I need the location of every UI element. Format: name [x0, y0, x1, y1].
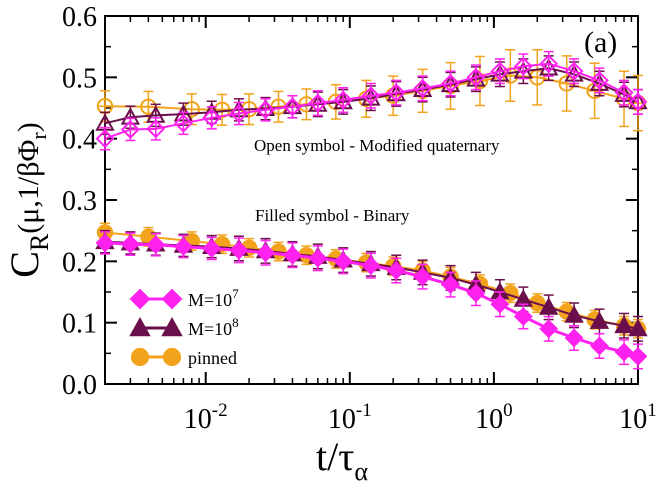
data-point: [490, 294, 510, 314]
data-point: [202, 108, 222, 128]
data-point: [256, 100, 275, 120]
data-point: [614, 83, 634, 103]
legend-marker: [161, 288, 183, 310]
data-point: [308, 93, 328, 113]
data-point: [539, 54, 559, 74]
legend-marker: [130, 347, 150, 367]
series-layer: [95, 48, 648, 370]
data-point: [628, 346, 648, 366]
y-tick-label: 0.3: [62, 186, 97, 217]
data-point: [173, 113, 193, 133]
legend-marker: [162, 347, 182, 367]
data-point: [539, 319, 559, 339]
series-line: [104, 240, 639, 330]
series-M7-quaternary: [95, 50, 648, 151]
y-tick-label: 0.6: [62, 2, 97, 33]
legend: M=107 M=108 pinned: [129, 286, 239, 368]
data-point: [283, 97, 302, 117]
data-point: [466, 283, 486, 303]
legend-item-M8: M=108: [129, 315, 239, 339]
legend-marker: [129, 288, 151, 310]
data-point: [413, 78, 433, 98]
data-point: [564, 61, 584, 81]
data-point: [628, 92, 648, 112]
legend-label: M=107: [188, 286, 239, 310]
data-point: [95, 233, 115, 253]
data-point: [173, 237, 193, 257]
data-point: [628, 318, 648, 337]
data-point: [386, 261, 406, 280]
data-point: [564, 305, 584, 323]
y-tick-label: 0.4: [62, 125, 97, 156]
data-point: [146, 235, 166, 255]
data-point: [229, 240, 249, 260]
data-point: [589, 311, 610, 329]
data-point: [564, 328, 584, 348]
y-axis-ticks: 0.0 0.1 0.2 0.3 0.4 0.5 0.6: [62, 2, 638, 401]
y-tick-label: 0.1: [62, 309, 97, 340]
data-point: [614, 315, 634, 334]
data-point: [283, 245, 302, 265]
legend-item-pinned: pinned: [130, 347, 237, 368]
data-point: [413, 267, 433, 287]
legend-label: M=108: [188, 315, 239, 339]
panel-label: (a): [584, 26, 617, 59]
x-tick-label: 101: [619, 400, 657, 435]
legend-marker: [161, 316, 183, 337]
series-line: [104, 62, 639, 140]
x-tick-label: 10-1: [328, 400, 372, 435]
y-tick-label: 0.0: [62, 370, 97, 401]
data-point: [95, 129, 115, 149]
data-point: [333, 251, 353, 271]
x-tick-label: 100: [475, 400, 513, 435]
data-point: [361, 256, 381, 276]
data-point: [333, 90, 353, 110]
annotation-open-symbol: Open symbol - Modified quaternary: [254, 136, 500, 155]
data-point: [513, 56, 533, 76]
series-line: [104, 241, 639, 358]
data-point: [513, 307, 533, 326]
data-point: [538, 297, 559, 315]
data-point: [202, 239, 222, 258]
data-point: [386, 83, 406, 103]
x-axis-ticks: 10-2 10-1 100 101: [104, 16, 657, 435]
svg-text:t/τα: t/τα: [316, 434, 368, 486]
data-point: [256, 243, 275, 263]
data-point: [490, 61, 510, 81]
data-point: [361, 86, 381, 106]
series-M7-binary: [95, 231, 648, 370]
series-pinned-binary: [96, 222, 647, 339]
legend-item-M7: M=107: [129, 286, 239, 310]
legend-marker: [129, 316, 151, 337]
data-point: [120, 120, 140, 139]
data-point: [120, 234, 140, 254]
data-point: [590, 336, 609, 356]
data-point: [146, 119, 166, 139]
y-axis-title: CR(μ,1/βΦr): [2, 122, 54, 277]
series-line: [104, 67, 639, 125]
data-point: [441, 275, 460, 295]
x-axis-title: t/τα: [316, 434, 368, 486]
data-point: [229, 104, 249, 123]
legend-label: pinned: [188, 348, 237, 368]
data-point: [308, 248, 328, 268]
y-tick-label: 0.2: [62, 247, 97, 278]
y-tick-label: 0.5: [62, 63, 97, 94]
data-point: [441, 74, 460, 93]
svg-text:CR(μ,1/βΦr): CR(μ,1/βΦr): [2, 122, 54, 277]
data-point: [466, 67, 486, 87]
data-point: [614, 342, 634, 362]
annotation-filled-symbol: Filled symbol - Binary: [255, 206, 410, 225]
x-tick-label: 10-2: [184, 400, 228, 435]
data-point: [590, 70, 609, 90]
